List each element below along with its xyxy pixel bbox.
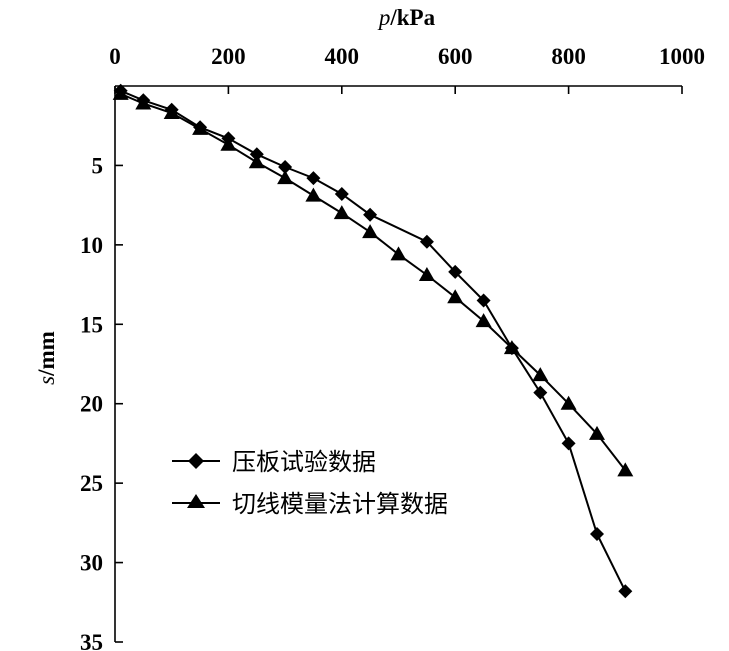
data-point-triangle [248, 154, 265, 169]
data-point-triangle [277, 170, 294, 185]
y-tick-label: 35 [80, 630, 103, 651]
data-point-triangle [390, 246, 407, 261]
legend-label-triangle: 切线模量法计算数据 [232, 490, 448, 518]
data-point-triangle [305, 187, 322, 202]
data-point-diamond [363, 207, 378, 222]
y-tick-label: 5 [92, 153, 104, 178]
data-point-triangle [447, 289, 464, 304]
data-point-triangle [503, 340, 520, 355]
data-point-diamond [476, 293, 491, 308]
y-tick-label: 15 [80, 312, 103, 337]
data-point-triangle [362, 224, 379, 239]
y-tick-label: 25 [80, 471, 103, 496]
x-tick-label: 400 [325, 44, 360, 69]
y-tick-label: 30 [80, 551, 103, 576]
data-point-diamond [448, 264, 463, 279]
data-point-triangle [589, 425, 605, 440]
series-line-diamond [120, 89, 627, 592]
data-point-diamond [306, 171, 321, 186]
legend-item-triangle: 切线模量法计算数据 [172, 490, 448, 518]
data-point-triangle [333, 205, 350, 220]
legend-marker-diamond [188, 453, 204, 469]
y-tick-label: 20 [80, 392, 103, 417]
data-point-diamond [561, 436, 576, 451]
data-point-diamond [533, 385, 548, 400]
legend-item-diamond: 压板试验数据 [172, 448, 376, 476]
data-point-triangle [418, 267, 435, 281]
data-point-diamond [419, 234, 434, 249]
data-point-triangle [163, 105, 180, 119]
data-point-triangle [617, 462, 634, 477]
x-tick-label: 600 [438, 44, 473, 69]
x-tick-label: 0 [109, 44, 121, 69]
legend-marker-triangle [187, 494, 205, 508]
legend: 压板试验数据 切线模量法计算数据 [172, 448, 448, 518]
data-point-diamond [590, 527, 604, 541]
data-point-diamond [278, 160, 293, 174]
data-point-triangle [220, 136, 237, 151]
data-point-diamond [334, 187, 349, 201]
x-axis-title: p/kPa [377, 5, 436, 30]
x-tick-label: 1000 [659, 44, 705, 69]
series-triangle [112, 85, 634, 477]
data-point-triangle [560, 395, 577, 410]
series-layer [112, 83, 634, 599]
data-point-triangle [475, 313, 492, 328]
series-diamond [113, 83, 633, 599]
data-point-triangle [112, 85, 129, 100]
data-point-diamond [618, 584, 633, 599]
data-point-triangle [135, 95, 152, 110]
legend-label-diamond: 压板试验数据 [232, 448, 376, 476]
x-axis-ticks: 0 200 400 600 800 1000 [109, 44, 705, 94]
y-axis-ticks: 5 10 15 20 25 30 35 [80, 153, 123, 651]
x-tick-label: 200 [211, 44, 246, 69]
y-axis-title: s/mm [34, 331, 59, 385]
series-line-triangle [120, 92, 627, 472]
data-point-triangle [192, 120, 209, 135]
x-tick-label: 800 [551, 44, 586, 69]
data-point-triangle [532, 367, 549, 382]
y-tick-label: 10 [80, 233, 103, 258]
